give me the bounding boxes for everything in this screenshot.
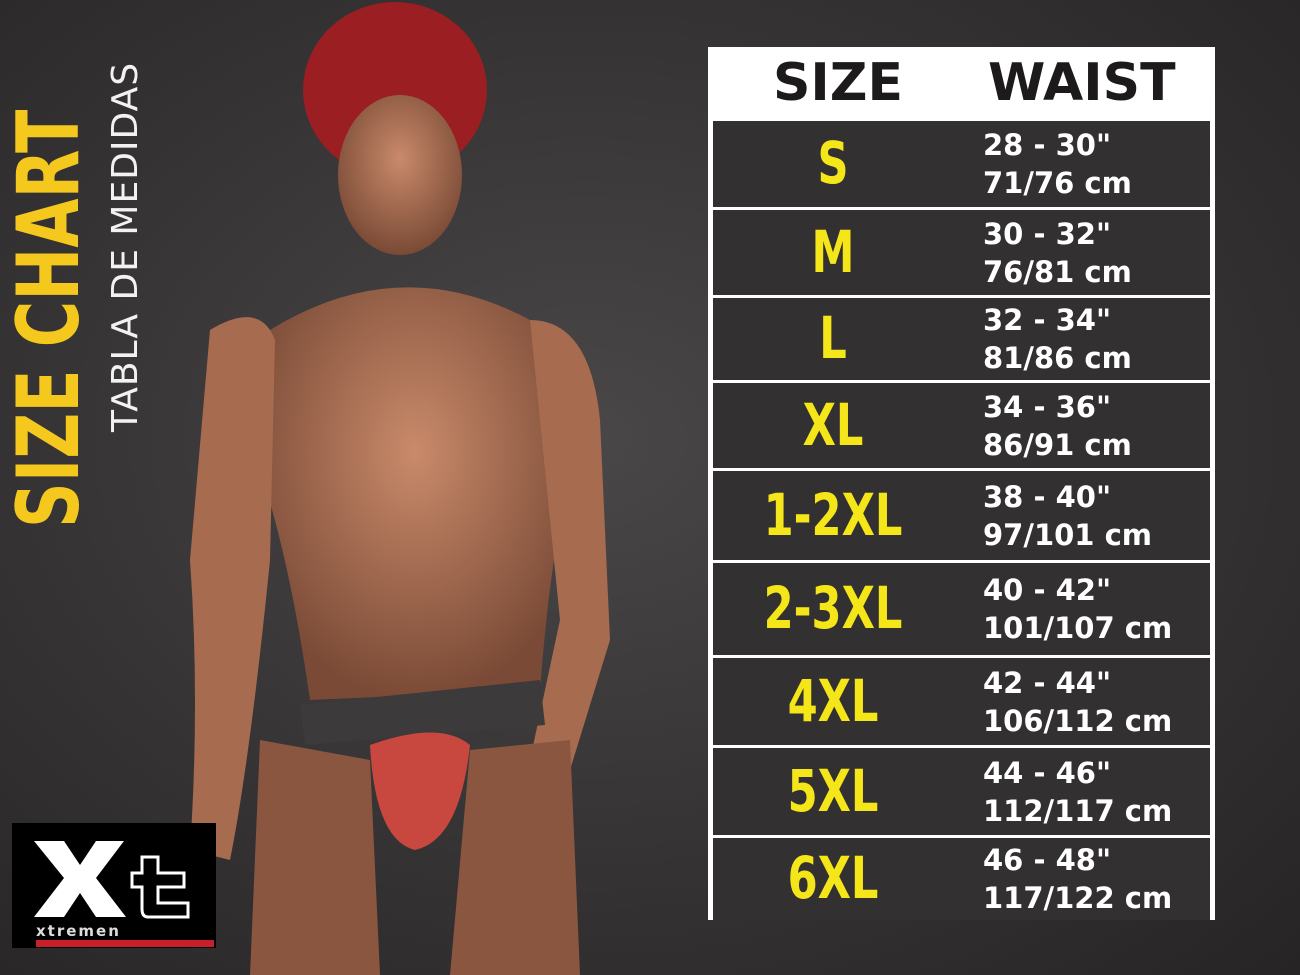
waist-cm: 97/101 cm [983, 517, 1152, 552]
logo-brand: xtremen [36, 922, 121, 940]
waist-measure: 46 - 48" 117/122 cm [983, 841, 1172, 917]
size-label: S [817, 130, 849, 198]
waist-inches: 40 - 42" [983, 573, 1112, 607]
logo-x-mark [34, 841, 126, 917]
waist-cm: 106/112 cm [983, 703, 1173, 738]
waist-inches: 46 - 48" [983, 843, 1112, 877]
size-row: M 30 - 32" 76/81 cm [713, 207, 1210, 295]
size-chart-subtitle: TABLA DE MEDIDAS [105, 61, 146, 432]
table-body: S 28 - 30" 71/76 cm M 30 - 32" 76/81 cm … [713, 118, 1210, 920]
waist-measure: 32 - 34" 81/86 cm [983, 301, 1132, 377]
legs [250, 740, 580, 975]
header-size: SIZE [772, 52, 904, 113]
size-label: XL [802, 391, 864, 460]
size-row: 5XL 44 - 46" 112/117 cm [713, 745, 1210, 835]
waist-inches: 30 - 32" [983, 216, 1112, 251]
waist-inches: 34 - 36" [983, 389, 1112, 424]
head [338, 95, 462, 255]
waistband [300, 680, 545, 745]
waist-cm: 76/81 cm [983, 254, 1132, 289]
model-photo [190, 2, 610, 975]
size-row: 2-3XL 40 - 42" 101/107 cm [713, 560, 1210, 655]
size-row: XL 34 - 36" 86/91 cm [713, 380, 1210, 468]
size-row: 4XL 42 - 44" 106/112 cm [713, 655, 1210, 745]
waist-measure: 42 - 44" 106/112 cm [983, 664, 1172, 740]
left-arm [190, 317, 275, 861]
waist-measure: 28 - 30" 71/76 cm [983, 126, 1132, 202]
header-waist: WAIST [988, 52, 1176, 113]
waist-inches: 44 - 46" [983, 755, 1112, 790]
size-row: L 32 - 34" 81/86 cm [713, 295, 1210, 380]
xtremen-logo: xtremen [12, 823, 216, 948]
size-label: 1-2XL [763, 481, 903, 550]
table-header: SIZE WAIST [713, 47, 1210, 118]
waist-cm: 101/107 cm [983, 611, 1173, 645]
logo-tagline-bar [36, 940, 214, 947]
size-label: 4XL [787, 667, 879, 736]
size-label: L [819, 305, 847, 373]
size-label: 5XL [787, 757, 879, 826]
waist-cm: 71/76 cm [983, 166, 1132, 200]
size-row: S 28 - 30" 71/76 cm [713, 118, 1210, 207]
waist-cm: 86/91 cm [983, 427, 1132, 462]
waist-inches: 38 - 40" [983, 479, 1112, 514]
torso [260, 287, 570, 700]
waist-measure: 40 - 42" 101/107 cm [983, 571, 1172, 647]
waist-cm: 112/117 cm [983, 793, 1173, 828]
size-label: 6XL [787, 845, 879, 913]
waist-inches: 42 - 44" [983, 665, 1112, 700]
waist-inches: 28 - 30" [983, 128, 1112, 162]
logo-t-mark [130, 855, 190, 919]
pouch [370, 732, 470, 850]
waist-measure: 44 - 46" 112/117 cm [983, 754, 1172, 830]
size-row: 1-2XL 38 - 40" 97/101 cm [713, 468, 1210, 560]
waist-cm: 81/86 cm [983, 341, 1132, 375]
waist-measure: 34 - 36" 86/91 cm [983, 388, 1132, 464]
right-arm [530, 320, 610, 770]
waist-inches: 32 - 34" [983, 303, 1112, 337]
size-label: M [811, 218, 855, 287]
size-row: 6XL 46 - 48" 117/122 cm [713, 835, 1210, 920]
size-chart-title: SIZE CHART [0, 109, 99, 528]
waist-cm: 117/122 cm [983, 881, 1173, 915]
size-label: 2-3XL [763, 575, 903, 643]
waist-measure: 38 - 40" 97/101 cm [983, 478, 1152, 554]
waist-measure: 30 - 32" 76/81 cm [983, 215, 1132, 291]
size-table: SIZE WAIST S 28 - 30" 71/76 cm M 30 - 32… [708, 47, 1215, 920]
